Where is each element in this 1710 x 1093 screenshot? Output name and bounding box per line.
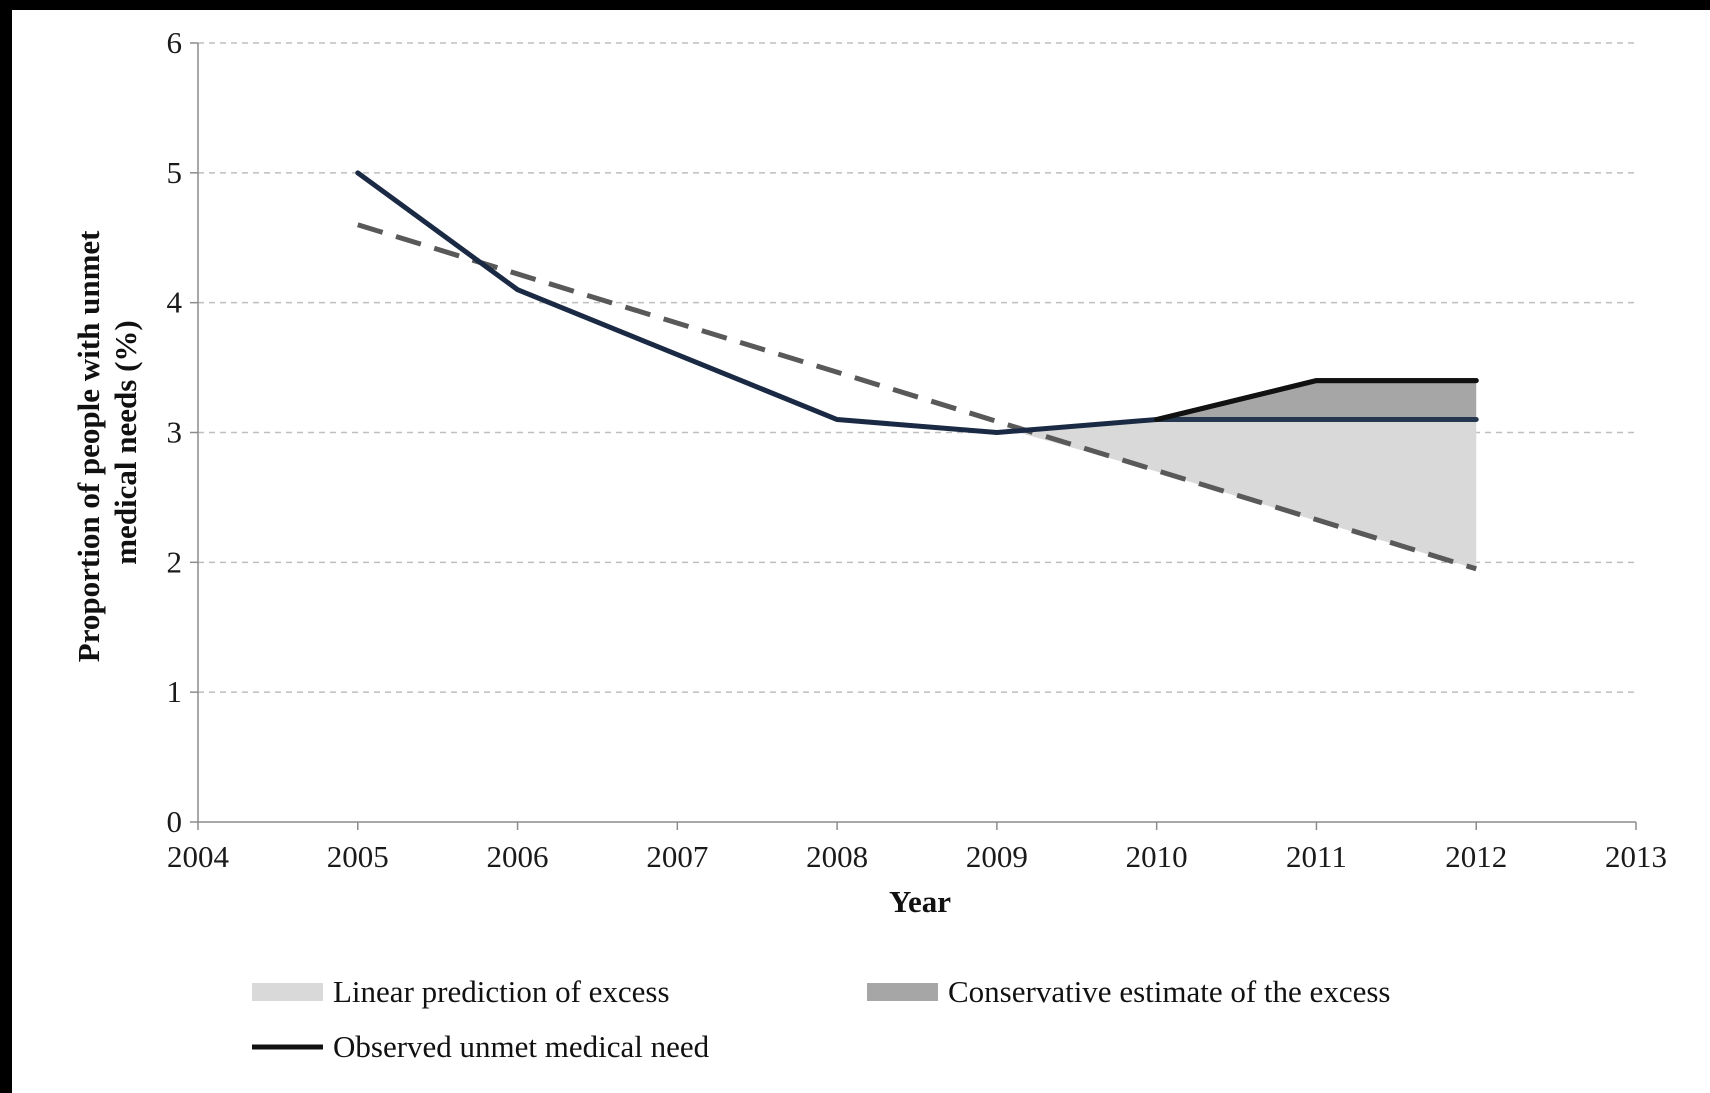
chart-series bbox=[355, 170, 1479, 572]
legend-item-observed-need: Observed unmet medical need bbox=[252, 1029, 710, 1064]
y-tick-labels: 0 1 2 3 4 5 6 bbox=[167, 25, 183, 839]
y-tick-label-5: 5 bbox=[167, 155, 183, 190]
x-tick-label-2004: 2004 bbox=[167, 839, 230, 874]
x-tick-label-2012: 2012 bbox=[1445, 839, 1507, 874]
y-axis-title-line-1: Proportion of people with unmet bbox=[71, 230, 106, 662]
legend: Linear prediction of excess Conservative… bbox=[252, 974, 1390, 1064]
chart-svg: 2004 2005 2006 2007 2008 2009 2010 2011 2012 2013… bbox=[71, 25, 1667, 1064]
chart-frame: 2004 2005 2006 2007 2008 2009 2010 2011 2012 2013… bbox=[12, 10, 1710, 1093]
x-tick-label-2010: 2010 bbox=[1126, 839, 1188, 874]
x-tick-label-2009: 2009 bbox=[966, 839, 1028, 874]
x-tick-label-2007: 2007 bbox=[646, 839, 708, 874]
legend-item-linear-prediction: Linear prediction of excess bbox=[252, 974, 670, 1009]
legend-swatch-conservative-estimate bbox=[867, 983, 938, 1001]
legend-label-conservative-estimate: Conservative estimate of the excess bbox=[948, 974, 1390, 1009]
axes bbox=[190, 42, 1637, 830]
legend-item-conservative-estimate: Conservative estimate of the excess bbox=[867, 974, 1390, 1009]
x-tick-label-2006: 2006 bbox=[487, 839, 549, 874]
chart-areas bbox=[1004, 380, 1477, 569]
y-tick-label-6: 6 bbox=[167, 25, 183, 60]
y-tick-label-4: 4 bbox=[167, 285, 183, 320]
legend-label-linear-prediction: Linear prediction of excess bbox=[333, 974, 670, 1009]
y-axis-title: Proportion of people with unmet medical … bbox=[71, 223, 143, 662]
x-tick-label-2005: 2005 bbox=[327, 839, 389, 874]
legend-label-observed-need: Observed unmet medical need bbox=[333, 1029, 710, 1064]
area-conservative-estimate-of-the-excess bbox=[1156, 380, 1477, 420]
y-tick-label-1: 1 bbox=[167, 674, 183, 709]
x-tick-label-2013: 2013 bbox=[1605, 839, 1667, 874]
y-tick-label-0: 0 bbox=[167, 804, 183, 839]
x-axis-title: Year bbox=[889, 884, 951, 919]
x-tick-labels: 2004 2005 2006 2007 2008 2009 2010 2011 2012 2013 bbox=[167, 839, 1667, 874]
legend-swatch-linear-prediction bbox=[252, 983, 323, 1001]
x-tick-label-2011: 2011 bbox=[1286, 839, 1347, 874]
y-axis-title-line-2: medical needs (%) bbox=[108, 320, 143, 565]
y-tick-label-2: 2 bbox=[167, 544, 183, 579]
y-tick-label-3: 3 bbox=[167, 415, 183, 450]
x-tick-label-2008: 2008 bbox=[806, 839, 868, 874]
series-dashed-trend bbox=[357, 222, 1477, 572]
series-observed-upper-segment bbox=[1154, 378, 1479, 423]
grid-lines bbox=[198, 42, 1636, 693]
